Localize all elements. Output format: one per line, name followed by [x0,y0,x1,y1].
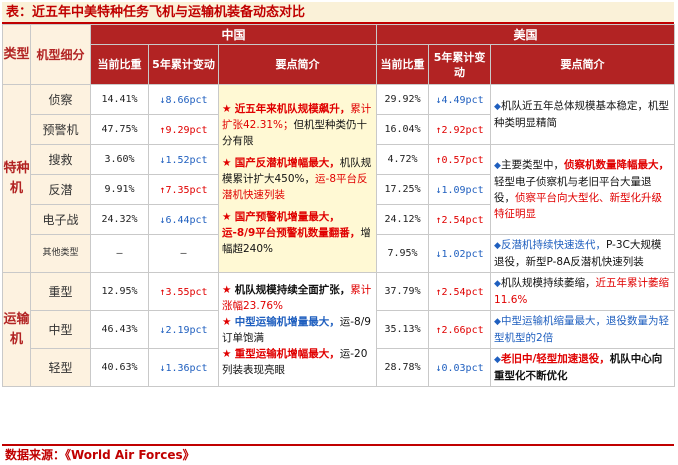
us-share: 17.25% [376,174,430,205]
cn-change: — [148,234,219,273]
us-change: ↓1.02pct [428,234,492,273]
us-share: 35.13% [376,310,430,349]
diamond-icon: ◆ [494,102,501,112]
us-transport-summary-2: ◆中型运输机缩量最大，退役数量为轻型机型的2倍 [490,310,676,349]
model-name: 反潜 [30,174,91,205]
header-us-change: 5年累计变动 [428,44,492,85]
us-change: ↑2.54pct [428,272,492,311]
us-transport-summary-3: ◆老旧中/轻型加速退役，机队中心向重型化不断优化 [490,348,676,387]
us-share: 4.72% [376,144,430,175]
model-name: 中型 [30,310,91,349]
cn-change: ↑3.55pct [148,272,219,311]
us-change: ↑2.66pct [428,310,492,349]
up-arrow-icon: ↑ [435,215,442,226]
us-change: ↑2.54pct [428,204,492,235]
cn-change: ↓2.19pct [148,310,219,349]
up-arrow-icon: ↑ [159,185,166,196]
down-arrow-icon: ↓ [159,363,166,374]
cn-share: 46.43% [90,310,149,349]
us-transport-summary-1: ◆机队规模持续萎缩，近五年累计萎缩11.6% [490,272,676,311]
cn-special-summary: ★ 近五年来机队规模飙升，累计扩张42.31%；但机型种类仍十分有限 ★ 国产反… [217,84,378,273]
us-share: 7.95% [376,234,430,273]
model-name: 侦察 [30,84,91,115]
us-share: 37.79% [376,272,430,311]
cn-change: ↓6.44pct [148,204,219,235]
up-arrow-icon: ↑ [435,155,442,166]
model-name: 电子战 [30,204,91,235]
us-share: 28.78% [376,348,430,387]
header-usa: 美国 [376,24,676,45]
us-change: ↓4.49pct [428,84,492,115]
cn-change: ↑7.35pct [148,174,219,205]
down-arrow-icon: ↓ [159,155,166,166]
us-change: ↑2.92pct [428,114,492,145]
down-arrow-icon: ↓ [435,185,442,196]
header-type: 类型 [2,24,31,85]
cn-share: 40.63% [90,348,149,387]
header-cn-share: 当前比重 [90,44,149,85]
data-source: 数据来源：《World Air Forces》 [2,444,674,463]
comparison-table: 类型 机型细分 中国 美国 当前比重 5年累计变动 要点简介 当前比重 5年累计… [2,24,676,387]
diamond-icon: ◆ [494,317,501,327]
us-special-summary-2: ◆主要类型中，侦察机数量降幅最大，轻型电子侦察机与老旧平台大量退役，侦察平台向大… [490,144,676,235]
cn-change: ↓1.52pct [148,144,219,175]
up-arrow-icon: ↑ [159,287,166,298]
star-icon: ★ [222,315,232,328]
model-name: 其他类型 [30,234,91,273]
header-cn-summary: 要点简介 [217,44,378,85]
cn-change: ↓8.66pct [148,84,219,115]
star-icon: ★ [222,347,232,360]
cn-share: 3.60% [90,144,149,175]
cn-share: 12.95% [90,272,149,311]
up-arrow-icon: ↑ [435,287,442,298]
model-name: 重型 [30,272,91,311]
us-share: 16.04% [376,114,430,145]
diamond-icon: ◆ [494,241,501,251]
cn-share: — [90,234,149,273]
us-special-summary-3: ◆反潜机持续快速迭代，P-3C大规模退役，新型P-8A反潜机快速列装 [490,234,676,273]
header-cn-change: 5年累计变动 [148,44,219,85]
header-us-share: 当前比重 [376,44,430,85]
us-share: 29.92% [376,84,430,115]
diamond-icon: ◆ [494,279,501,289]
down-arrow-icon: ↓ [159,325,166,336]
model-name: 轻型 [30,348,91,387]
us-special-summary-1: ◆机队近五年总体规模基本稳定，机型种类明显精简 [490,84,676,145]
down-arrow-icon: ↓ [435,249,442,260]
us-share: 24.12% [376,204,430,235]
up-arrow-icon: ↑ [159,125,166,136]
star-icon: ★ [222,102,232,115]
cn-share: 14.41% [90,84,149,115]
us-change: ↑0.57pct [428,144,492,175]
star-icon: ★ [222,156,232,169]
up-arrow-icon: ↑ [435,325,442,336]
diamond-icon: ◆ [494,161,501,171]
header-model: 机型细分 [30,24,91,85]
diamond-icon: ◆ [494,355,501,365]
cn-share: 47.75% [90,114,149,145]
header-us-summary: 要点简介 [490,44,676,85]
category-special: 特种机 [2,84,31,273]
model-name: 搜救 [30,144,91,175]
up-arrow-icon: ↑ [435,125,442,136]
down-arrow-icon: ↓ [159,95,166,106]
cn-change: ↓1.36pct [148,348,219,387]
star-icon: ★ [222,283,232,296]
model-name: 预警机 [30,114,91,145]
table-title: 表：近五年中美特种任务飞机与运输机装备动态对比 [2,2,674,24]
cn-share: 24.32% [90,204,149,235]
down-arrow-icon: ↓ [435,95,442,106]
category-transport: 运输机 [2,272,31,387]
cn-share: 9.91% [90,174,149,205]
cn-change: ↑9.29pct [148,114,219,145]
us-change: ↓0.03pct [428,348,492,387]
star-icon: ★ [222,210,232,223]
down-arrow-icon: ↓ [159,215,166,226]
down-arrow-icon: ↓ [435,363,442,374]
us-change: ↓1.09pct [428,174,492,205]
cn-transport-summary: ★ 机队规模持续全面扩张，累计涨幅23.76% ★ 中型运输机增量最大，运-8/… [217,272,378,387]
header-china: 中国 [89,24,378,45]
